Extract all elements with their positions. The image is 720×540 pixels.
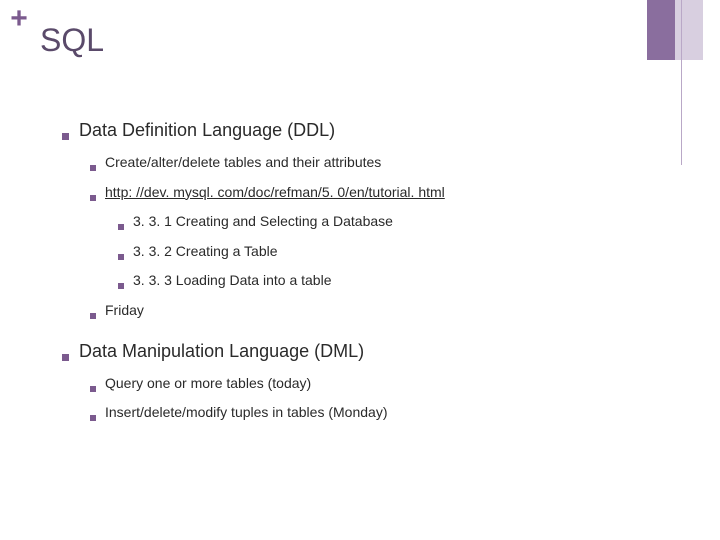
list-item: 3. 3. 1 Creating and Selecting a Databas…: [118, 212, 680, 232]
sub-a-text: 3. 3. 1 Creating and Selecting a Databas…: [133, 212, 393, 232]
dml-section: Data Manipulation Language (DML) Query o…: [62, 341, 680, 423]
bullet-icon: [62, 133, 69, 140]
bullet-icon: [90, 386, 96, 392]
dml-query-text: Query one or more tables (today): [105, 374, 311, 394]
bullet-icon: [118, 283, 124, 289]
bullet-icon: [118, 254, 124, 260]
ddl-create-text: Create/alter/delete tables and their att…: [105, 153, 381, 173]
bullet-icon: [90, 195, 96, 201]
sub-c-text: 3. 3. 3 Loading Data into a table: [133, 271, 331, 291]
dml-insert-text: Insert/delete/modify tuples in tables (M…: [105, 403, 387, 423]
slide-content: Data Definition Language (DDL) Create/al…: [62, 120, 680, 443]
list-item: 3. 3. 2 Creating a Table: [118, 242, 680, 262]
list-item: http: //dev. mysql. com/doc/refman/5. 0/…: [90, 183, 680, 203]
bullet-icon: [90, 415, 96, 421]
list-item: 3. 3. 3 Loading Data into a table: [118, 271, 680, 291]
slide-title: SQL: [40, 22, 104, 59]
bullet-icon: [118, 224, 124, 230]
dml-heading-row: Data Manipulation Language (DML): [62, 341, 680, 362]
ddl-friday-text: Friday: [105, 301, 144, 321]
bullet-icon: [62, 354, 69, 361]
sub-b-text: 3. 3. 2 Creating a Table: [133, 242, 278, 262]
list-item: Query one or more tables (today): [90, 374, 680, 394]
ddl-heading-row: Data Definition Language (DDL): [62, 120, 680, 141]
dml-heading: Data Manipulation Language (DML): [79, 341, 364, 362]
ddl-section: Data Definition Language (DDL) Create/al…: [62, 120, 680, 321]
bullet-icon: [90, 165, 96, 171]
list-item: Insert/delete/modify tuples in tables (M…: [90, 403, 680, 423]
list-item: Friday: [90, 301, 680, 321]
list-item: Create/alter/delete tables and their att…: [90, 153, 680, 173]
ddl-heading: Data Definition Language (DDL): [79, 120, 335, 141]
mysql-tutorial-link[interactable]: http: //dev. mysql. com/doc/refman/5. 0/…: [105, 183, 445, 203]
plus-icon: +: [6, 6, 32, 32]
bullet-icon: [90, 313, 96, 319]
